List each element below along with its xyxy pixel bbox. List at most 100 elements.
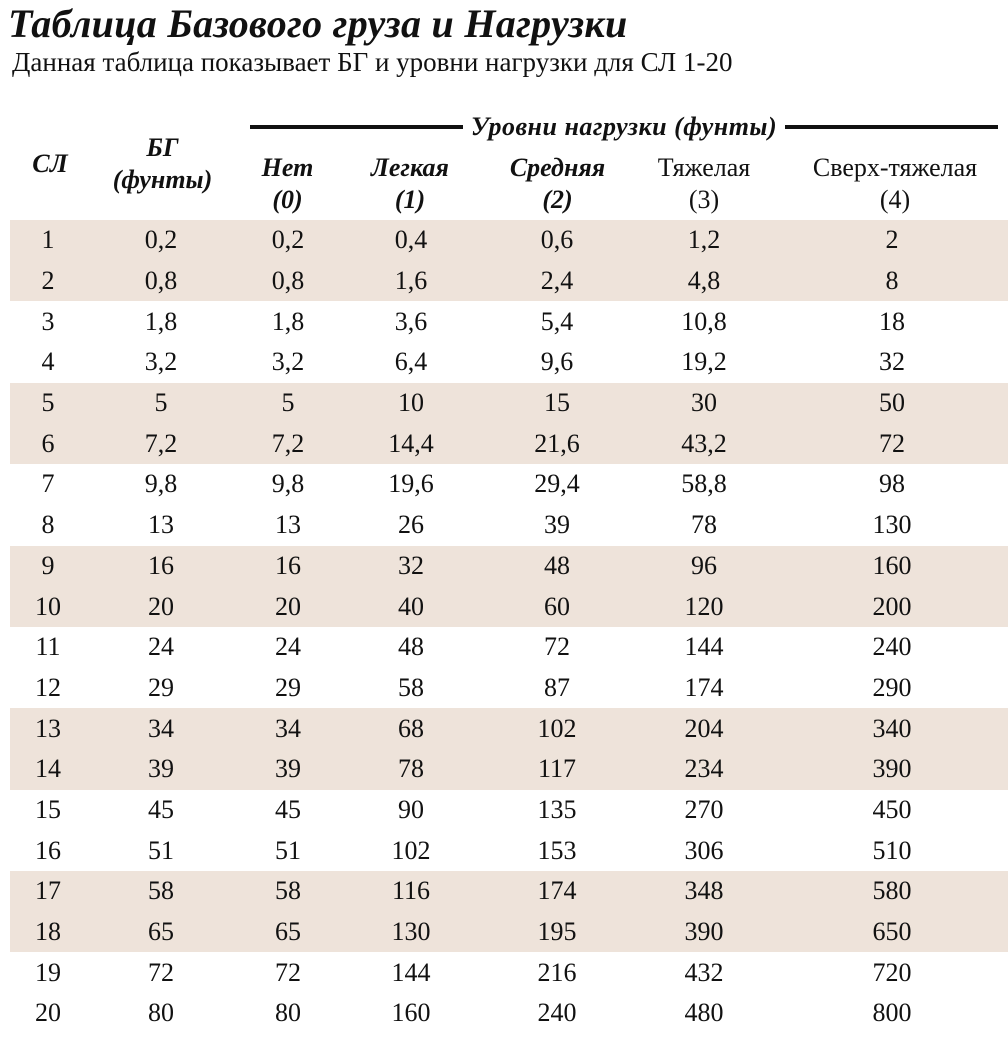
table-cell: 120 bbox=[632, 586, 776, 627]
table-row: 3 1,8 1,8 3,6 5,4 10,8 18 bbox=[10, 301, 1008, 342]
table-cell: 6,4 bbox=[394, 347, 428, 377]
table-cell: 7,2 bbox=[86, 423, 236, 465]
table-cell: 2,4 bbox=[482, 260, 632, 302]
table-cell: 6 bbox=[10, 423, 86, 465]
table-cell: 18 bbox=[10, 911, 86, 953]
table-cell: 450 bbox=[872, 794, 912, 824]
table-cell: 98 bbox=[879, 469, 905, 499]
table-cell: 72 bbox=[275, 957, 301, 987]
table-cell: 290 bbox=[872, 672, 912, 702]
table-cell: 800 bbox=[872, 998, 912, 1028]
table-cell: 29 bbox=[148, 672, 174, 702]
table-row: 19 72 72 144 216 432 720 bbox=[10, 952, 1008, 993]
table-cell: 24 bbox=[148, 632, 174, 662]
table-row: 16 51 51 102 153 306 510 bbox=[10, 830, 1008, 871]
page-title: Таблица Базового груза и Нагрузки bbox=[8, 1, 628, 46]
table-cell: 0,2 bbox=[86, 220, 236, 261]
table-cell: 160 bbox=[391, 998, 431, 1028]
table-cell: 87 bbox=[544, 672, 570, 702]
table-cell: 174 bbox=[482, 871, 632, 912]
table-cell: 160 bbox=[776, 545, 1008, 587]
table-cell: 65 bbox=[86, 911, 236, 953]
table-cell: 45 bbox=[148, 794, 174, 824]
table-cell: 9,6 bbox=[540, 347, 574, 377]
table-cell: 5,4 bbox=[540, 306, 574, 336]
table-cell: 40 bbox=[340, 586, 482, 627]
table-cell: 174 bbox=[684, 672, 724, 702]
table-row: 7 9,8 9,8 19,6 29,4 58,8 98 bbox=[10, 464, 1008, 505]
table-cell: 51 bbox=[148, 835, 174, 865]
table-cell: 8 bbox=[776, 260, 1008, 302]
table-row: 8 13 13 26 39 78 130 bbox=[10, 505, 1008, 546]
table-cell: 19,6 bbox=[388, 469, 434, 499]
table-cell: 13 bbox=[10, 708, 86, 749]
table-cell: 144 bbox=[391, 957, 431, 987]
table-cell: 0,2 bbox=[236, 220, 340, 261]
table-cell: 26 bbox=[398, 510, 424, 540]
table-cell: 390 bbox=[632, 911, 776, 953]
table-cell: 0,4 bbox=[340, 220, 482, 261]
table-cell: 13 bbox=[148, 510, 174, 540]
table-row: 1 0,2 0,2 0,4 0,6 1,2 2 bbox=[10, 220, 1008, 261]
table-cell: 90 bbox=[398, 794, 424, 824]
table-cell: 58 bbox=[236, 871, 340, 912]
table-cell: 7 bbox=[41, 469, 55, 499]
table-cell: 32 bbox=[879, 347, 905, 377]
table-row: 18 65 65 130 195 390 650 bbox=[10, 911, 1008, 953]
table-cell: 130 bbox=[872, 510, 912, 540]
load-table: 1 0,2 0,2 0,4 0,6 1,2 2 2 0,8 0,8 1,6 2,4 4,8 8 3 1,8 1,… bbox=[10, 220, 1008, 1034]
table-row: 14 39 39 78 117 234 390 bbox=[10, 748, 1008, 790]
table-cell: 18 bbox=[879, 306, 905, 336]
table-cell: 8 bbox=[41, 510, 55, 540]
table-cell: 5 bbox=[86, 382, 236, 424]
table-cell: 17 bbox=[10, 871, 86, 912]
table-cell: 20 bbox=[86, 586, 236, 627]
table-cell: 1 bbox=[10, 220, 86, 261]
table-cell: 204 bbox=[632, 708, 776, 749]
table-cell: 116 bbox=[340, 871, 482, 912]
table-row: 15 45 45 90 135 270 450 bbox=[10, 790, 1008, 831]
table-cell: 29,4 bbox=[534, 469, 580, 499]
table-cell: 1,2 bbox=[632, 220, 776, 261]
table-cell: 240 bbox=[537, 998, 577, 1028]
load-levels-label: Уровни нагрузки (фунты) bbox=[470, 112, 778, 141]
table-cell: 650 bbox=[776, 911, 1008, 953]
table-cell: 78 bbox=[340, 748, 482, 790]
table-cell: 20 bbox=[236, 586, 340, 627]
table-row: 2 0,8 0,8 1,6 2,4 4,8 8 bbox=[10, 260, 1008, 302]
table-cell: 5 bbox=[10, 382, 86, 424]
table-cell: 34 bbox=[86, 708, 236, 749]
table-cell: 32 bbox=[340, 545, 482, 587]
table-cell: 1,8 bbox=[271, 306, 305, 336]
table-row: 6 7,2 7,2 14,4 21,6 43,2 72 bbox=[10, 423, 1008, 465]
table-cell: 15 bbox=[35, 794, 61, 824]
table-cell: 10 bbox=[340, 382, 482, 424]
table-cell: 130 bbox=[340, 911, 482, 953]
header-rule-right bbox=[785, 125, 999, 129]
table-cell: 340 bbox=[776, 708, 1008, 749]
table-cell: 39 bbox=[86, 748, 236, 790]
header-none: Нет (0) bbox=[261, 153, 314, 214]
table-row: 17 58 58 116 174 348 580 bbox=[10, 871, 1008, 912]
table-cell: 3,2 bbox=[144, 347, 178, 377]
table-cell: 24 bbox=[275, 632, 301, 662]
table-cell: 1,6 bbox=[340, 260, 482, 302]
table-cell: 195 bbox=[482, 911, 632, 953]
table-cell: 58,8 bbox=[681, 469, 727, 499]
table-cell: 12 bbox=[35, 672, 61, 702]
table-cell: 3,2 bbox=[271, 347, 305, 377]
table-cell: 1,8 bbox=[144, 306, 178, 336]
table-cell: 3,6 bbox=[394, 306, 428, 336]
table-cell: 200 bbox=[776, 586, 1008, 627]
table-row: 13 34 34 68 102 204 340 bbox=[10, 708, 1008, 749]
table-cell: 96 bbox=[632, 545, 776, 587]
table-cell: 80 bbox=[275, 998, 301, 1028]
table-cell: 306 bbox=[684, 835, 724, 865]
table-cell: 58 bbox=[86, 871, 236, 912]
table-cell: 19,2 bbox=[681, 347, 727, 377]
table-cell: 50 bbox=[776, 382, 1008, 424]
load-table-body: 1 0,2 0,2 0,4 0,6 1,2 2 2 0,8 0,8 1,6 2,4 4,8 8 3 1,8 1,… bbox=[10, 220, 1008, 1034]
table-cell: 510 bbox=[872, 835, 912, 865]
table-cell: 2 bbox=[10, 260, 86, 302]
table-cell: 20 bbox=[35, 998, 61, 1028]
